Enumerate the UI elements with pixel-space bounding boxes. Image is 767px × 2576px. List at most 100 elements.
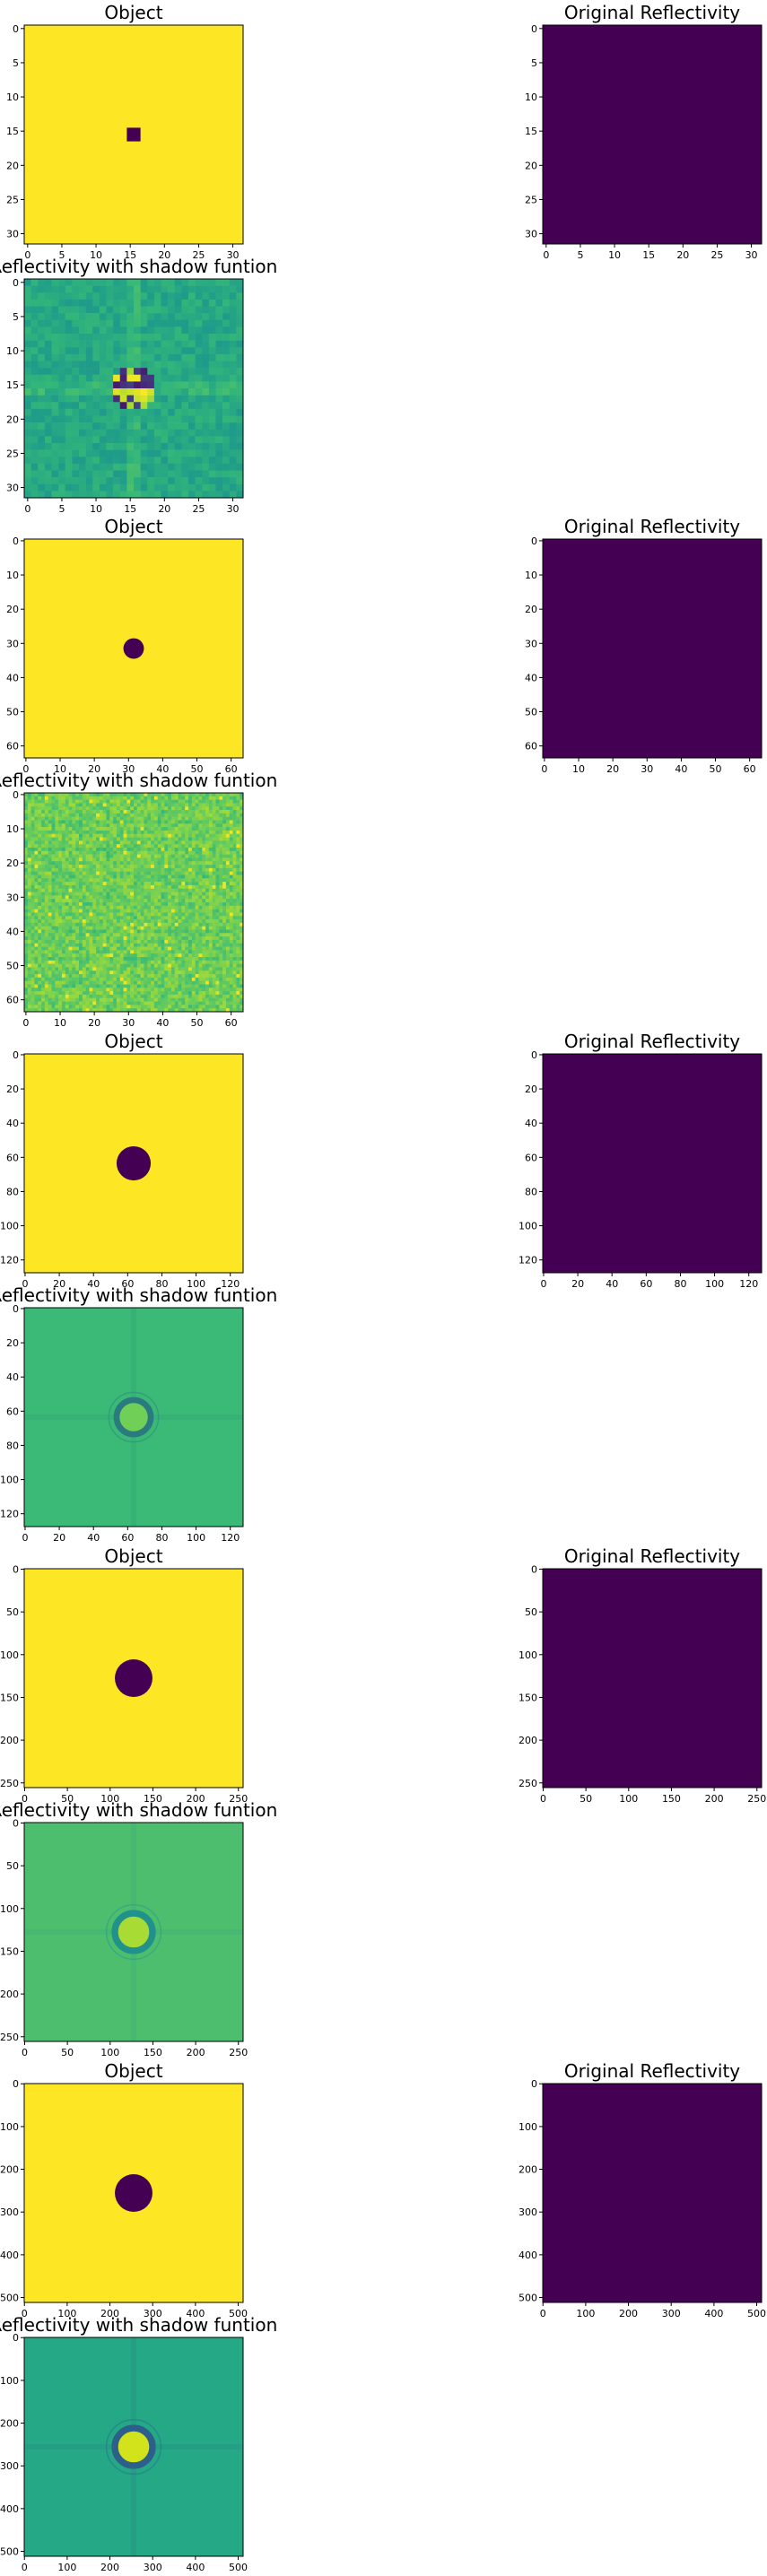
axes-frame	[542, 2083, 763, 2303]
x-tick-label: 60	[744, 763, 756, 775]
x-tick-label: 20	[158, 503, 170, 515]
x-tick-label: 25	[192, 503, 205, 515]
x-tick-label: 40	[87, 1278, 100, 1290]
object-disk	[115, 1659, 153, 1697]
x-tick-label: 0	[540, 2308, 546, 2319]
object-disk	[116, 1145, 152, 1181]
x-tick-label: 100	[619, 1793, 638, 1805]
y-tick-label: 300	[519, 2206, 537, 2218]
y-tick-label: 10	[6, 345, 19, 357]
y-tick-label: 80	[525, 1186, 537, 1197]
y-tick-label: 0	[531, 535, 537, 547]
heatmap-image	[24, 1308, 243, 1527]
heatmap-image	[543, 1569, 762, 1788]
y-tick-label: 40	[6, 1118, 19, 1129]
x-tick-label: 500	[747, 2308, 766, 2319]
y-tick-label: 100	[0, 2121, 19, 2133]
x-tick-label: 0	[541, 763, 547, 775]
object-disk	[126, 127, 141, 142]
axes-frame	[23, 1053, 244, 1274]
x-tick-label: 20	[571, 1278, 584, 1290]
y-tick-label: 100	[519, 2121, 537, 2133]
x-tick-label: 100	[100, 1793, 119, 1805]
x-tick-label: 100	[57, 2308, 76, 2319]
y-tick-label: 10	[6, 570, 19, 581]
y-tick-label: 20	[6, 160, 19, 171]
x-tick-label: 10	[90, 503, 102, 515]
x-tick-label: 30	[122, 763, 135, 775]
x-tick-label: 500	[229, 2562, 248, 2573]
y-tick-label: 20	[6, 1337, 19, 1349]
y-tick-label: 500	[0, 2293, 19, 2304]
x-tick-label: 100	[576, 2308, 595, 2319]
subplot-title: Reflectivity with shadow funtion	[0, 1284, 277, 1306]
axes-frame	[23, 1307, 244, 1527]
y-tick-label: 300	[0, 2460, 19, 2472]
subplot-title: Reflectivity with shadow funtion	[0, 256, 277, 277]
y-tick-label: 0	[13, 535, 19, 547]
subplot-title: Original Reflectivity	[564, 2, 740, 23]
y-tick-label: 50	[525, 707, 537, 718]
x-tick-label: 30	[227, 249, 240, 261]
heatmap-image	[24, 793, 244, 1013]
heatmap-image	[543, 2084, 762, 2302]
x-tick-label: 0	[540, 1278, 546, 1290]
y-tick-label: 50	[6, 961, 19, 972]
x-tick-label: 40	[606, 1278, 618, 1290]
y-tick-label: 40	[525, 672, 537, 683]
x-tick-label: 120	[221, 1532, 240, 1544]
x-tick-label: 60	[640, 1278, 652, 1290]
y-tick-label: 60	[6, 1405, 19, 1417]
y-tick-label: 10	[6, 823, 19, 835]
x-tick-label: 200	[100, 2562, 119, 2573]
y-tick-label: 0	[13, 23, 19, 35]
x-tick-label: 30	[122, 1017, 135, 1029]
y-tick-label: 200	[0, 1989, 19, 2000]
object-disk	[123, 638, 144, 659]
subplot-1: Object 0 5 10 15 20 25 30 0 5 10 15 20 25 30	[6, 2, 244, 261]
x-tick-label: 25	[710, 249, 723, 261]
axes-frame	[542, 1053, 763, 1274]
y-tick-label: 20	[6, 1083, 19, 1095]
y-tick-label: 15	[525, 126, 537, 137]
y-tick-label: 200	[519, 1735, 537, 1746]
x-tick-label: 10	[54, 1017, 66, 1029]
x-tick-label: 400	[186, 2562, 205, 2573]
y-tick-label: 100	[0, 1903, 19, 1915]
y-tick-label: 0	[531, 1563, 537, 1575]
axes-frame	[23, 1568, 244, 1788]
y-tick-label: 5	[531, 57, 537, 69]
y-tick-label: 250	[0, 2032, 19, 2043]
y-tick-label: 120	[0, 1255, 19, 1266]
subplot-title: Original Reflectivity	[564, 516, 740, 537]
y-tick-label: 0	[531, 2078, 537, 2090]
x-tick-label: 200	[100, 2308, 119, 2319]
x-tick-label: 5	[58, 503, 65, 515]
y-tick-label: 100	[0, 2375, 19, 2387]
y-tick-label: 25	[525, 194, 537, 205]
y-tick-label: 250	[519, 1778, 537, 1789]
axes-frame	[23, 278, 244, 499]
x-tick-label: 150	[144, 2047, 162, 2058]
x-tick-label: 100	[187, 1532, 205, 1544]
y-tick-label: 80	[6, 1440, 19, 1451]
x-tick-label: 20	[53, 1278, 65, 1290]
y-tick-label: 15	[6, 379, 19, 391]
x-tick-label: 120	[739, 1278, 758, 1290]
x-tick-label: 100	[100, 2047, 119, 2058]
x-tick-label: 80	[155, 1278, 168, 1290]
y-tick-label: 200	[519, 2164, 537, 2176]
x-tick-label: 50	[191, 763, 204, 775]
x-tick-label: 50	[191, 1017, 204, 1029]
x-tick-label: 0	[22, 1532, 28, 1544]
y-tick-label: 0	[13, 2078, 19, 2090]
x-tick-label: 80	[674, 1278, 686, 1290]
subplot-title: Object	[104, 2, 162, 23]
y-tick-label: 120	[519, 1255, 537, 1266]
x-tick-label: 200	[187, 1793, 205, 1805]
heatmap-image	[24, 1823, 243, 2041]
x-tick-label: 50	[61, 1793, 74, 1805]
axes-frame	[542, 538, 763, 759]
